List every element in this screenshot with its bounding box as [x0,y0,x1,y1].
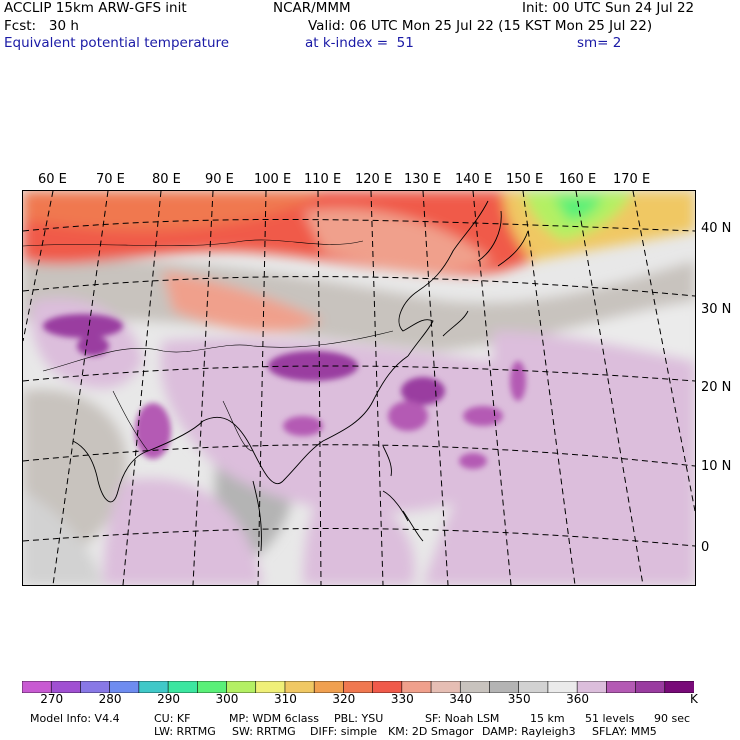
colorbar-tick-label: 320 [332,692,356,706]
colorbar-tick-label: 360 [566,692,590,706]
colorbar-tick-label: 350 [507,692,531,706]
coastlines [72,200,529,552]
lon-label: 60 E [38,172,67,187]
lon-label: 110 E [304,172,342,187]
lat-label: 30 N [701,302,732,317]
footer-km: KM: 2D Smagor [388,725,474,738]
borders [23,239,394,452]
footer-mp: MP: WDM 6class [229,712,319,725]
lat-label: 10 N [701,459,732,474]
level-index: at k-index = 51 [305,35,414,51]
colorbar-tick-label: 270 [40,692,64,706]
lon-label: 170 E [613,172,651,187]
colorbar-segment [635,681,666,693]
lon-label: 150 E [506,172,544,187]
colorbar-segment [606,681,637,693]
lon-label: 100 E [254,172,292,187]
footer-timestep: 90 sec [654,712,691,725]
footer-damp: DAMP: Rayleigh3 [482,725,576,738]
strong-purple-cores [43,314,526,469]
footer-cu: CU: KF [154,712,191,725]
lon-label: 80 E [152,172,181,187]
graticule [23,191,695,585]
model-title: ACCLIP 15km ARW-GFS init [4,0,187,16]
map-canvas [23,191,695,585]
forecast-hour: Fcst: 30 h [4,18,79,34]
valid-time: Valid: 06 UTC Mon 25 Jul 22 (15 KST Mon … [308,18,653,34]
lon-label: 120 E [355,172,393,187]
colorbar-tick-label: 300 [215,692,239,706]
footer-sw: SW: RRTMG [232,725,296,738]
colorbar-tick-label: 290 [157,692,180,706]
footer-lw: LW: RRTMG [154,725,216,738]
colorbar-tick-label: 310 [273,692,297,706]
colorbar-tick-label: 330 [390,692,414,706]
lat-label: 20 N [701,380,732,395]
lon-label: 70 E [96,172,125,187]
footer-sf: SF: Noah LSM [425,712,500,725]
footer-model-info: Model Info: V4.4 [30,712,120,725]
colorbar-tick-label: 340 [449,692,473,706]
theta-e-map [22,190,696,586]
lon-label: 160 E [559,172,597,187]
footer-sflay: SFLAY: MM5 [592,725,657,738]
colorbar [22,681,694,693]
field-name: Equivalent potential temperature [4,35,230,51]
init-time: Init: 00 UTC Sun 24 Jul 22 [522,0,695,16]
lon-label: 90 E [205,172,234,187]
lon-label: 140 E [455,172,493,187]
colorbar-tick-label: 280 [98,692,122,706]
smoothing-label: sm= 2 [577,35,622,51]
footer-diff: DIFF: simple [310,725,378,738]
institution-label: NCAR/MMM [273,0,351,16]
colorbar-unit: K [690,692,698,706]
footer-levels: 51 levels [585,712,635,725]
lon-label: 130 E [404,172,442,187]
lat-label: 40 N [701,221,732,236]
footer-resolution: 15 km [530,712,565,725]
colorbar-segment [664,681,694,693]
footer-pbl: PBL: YSU [334,712,384,725]
lat-label: 0 [701,540,710,555]
